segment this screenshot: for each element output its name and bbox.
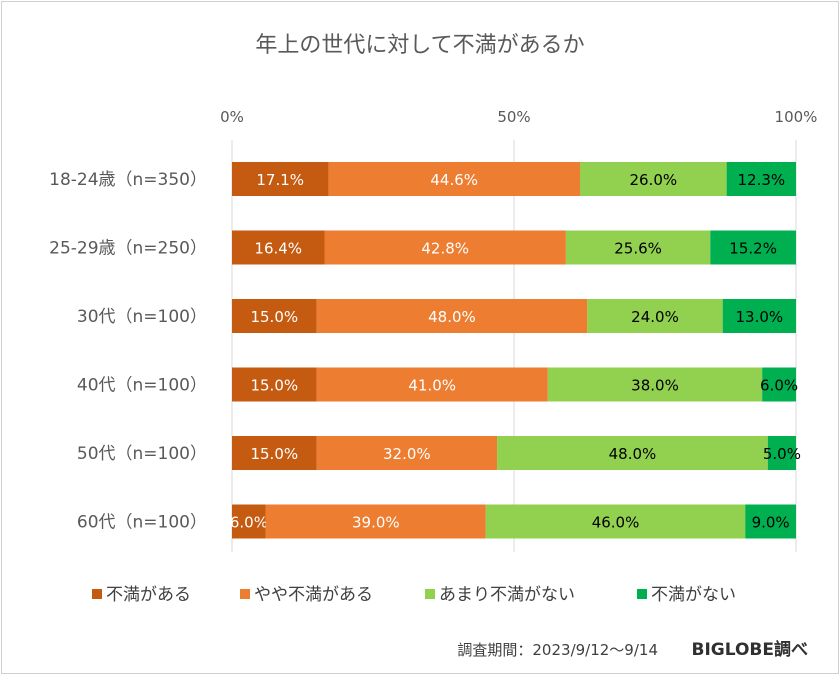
bar-row: 50代（n=100） 15.0% 32.0% 48.0% 5.0%: [77, 436, 801, 470]
bar-row: 18-24歳（n=350） 17.1% 44.6% 26.0% 12.3%: [49, 162, 796, 196]
chart-title: 年上の世代に対して不満があるか: [255, 33, 584, 58]
bar-segment: [726, 162, 796, 196]
data-label: 15.2%: [729, 240, 777, 258]
bar-segment: [767, 436, 796, 470]
data-label: 24.0%: [631, 308, 679, 326]
bar-segment: [232, 504, 266, 539]
bar-segment: [316, 299, 588, 333]
bar-segment: [762, 367, 796, 402]
bar-segment: [232, 299, 317, 333]
bars: 18-24歳（n=350） 17.1% 44.6% 26.0% 12.3% 25-29歳（…: [49, 162, 801, 539]
bar-segment: [316, 436, 498, 470]
data-label: 15.0%: [250, 308, 298, 326]
bar-segment: [328, 162, 580, 196]
category-label: 50代（n=100）: [77, 444, 207, 464]
bar-segment: [265, 504, 486, 539]
bar-segment: [710, 230, 796, 265]
legend-label: あまり不満がない: [439, 585, 575, 605]
data-label: 38.0%: [631, 377, 679, 395]
bar-row: 25-29歳（n=250） 16.4% 42.8% 25.6% 15.2%: [49, 230, 796, 265]
data-label: 41.0%: [408, 377, 456, 395]
legend-swatch: [425, 589, 435, 599]
source-brand: BIGLOBE調べ: [692, 639, 809, 660]
data-label: 44.6%: [430, 171, 478, 189]
legend-swatch: [637, 589, 647, 599]
legend-item: 不満がある: [92, 585, 191, 605]
legend-label: 不満がある: [106, 585, 191, 605]
bar-segment: [722, 299, 796, 333]
bar-segment: [565, 230, 711, 265]
bar-segment: [497, 436, 768, 470]
data-label: 26.0%: [629, 171, 677, 189]
x-axis-ticks: 0% 50% 100%: [220, 108, 817, 126]
legend-swatch: [240, 589, 250, 599]
survey-period-note: 調査期間：2023/9/12～9/14: [457, 641, 658, 659]
legend-label: やや不満がある: [254, 585, 373, 605]
bar-segment: [316, 367, 548, 402]
data-label: 6.0%: [760, 377, 798, 395]
data-label: 16.4%: [254, 240, 302, 258]
data-label: 48.0%: [609, 445, 657, 463]
category-label: 30代（n=100）: [77, 307, 207, 327]
bar-row: 40代（n=100） 15.0% 41.0% 38.0% 6.0%: [77, 367, 798, 402]
data-label: 15.0%: [250, 445, 298, 463]
category-label: 18-24歳（n=350）: [49, 170, 207, 190]
data-label: 42.8%: [421, 240, 469, 258]
x-tick-label: 0%: [220, 108, 244, 126]
legend-item: あまり不満がない: [425, 585, 575, 605]
bar-segment: [232, 436, 317, 470]
bar-segment: [579, 162, 727, 196]
data-label: 15.0%: [250, 377, 298, 395]
bar-segment: [485, 504, 746, 539]
bar-segment: [232, 367, 317, 402]
legend-label: 不満がない: [651, 585, 736, 605]
category-label: 40代（n=100）: [77, 376, 207, 396]
data-label: 5.0%: [763, 445, 801, 463]
bar-segment: [324, 230, 566, 265]
data-label: 6.0%: [230, 514, 268, 532]
bar-row: 60代（n=100） 6.0% 39.0% 46.0% 9.0%: [77, 504, 796, 539]
data-label: 46.0%: [592, 514, 640, 532]
data-label: 9.0%: [752, 514, 790, 532]
x-tick-label: 50%: [497, 108, 530, 126]
bar-segment: [547, 367, 763, 402]
bar-segment: [232, 230, 325, 265]
legend-swatch: [92, 589, 102, 599]
bar-segment: [587, 299, 723, 333]
data-label: 12.3%: [737, 171, 785, 189]
data-label: 32.0%: [383, 445, 431, 463]
data-label: 17.1%: [256, 171, 304, 189]
category-label: 60代（n=100）: [77, 513, 207, 533]
bar-segment: [745, 504, 796, 539]
data-label: 13.0%: [736, 308, 784, 326]
data-label: 39.0%: [352, 514, 400, 532]
data-label: 25.6%: [614, 240, 662, 258]
legend-item: 不満がない: [637, 585, 736, 605]
category-label: 25-29歳（n=250）: [49, 239, 207, 259]
bar-row: 30代（n=100） 15.0% 48.0% 24.0% 13.0%: [77, 299, 796, 333]
gridlines: [231, 140, 797, 552]
data-label: 48.0%: [428, 308, 476, 326]
x-tick-label: 100%: [775, 108, 818, 126]
legend: 不満がある やや不満がある あまり不満がない 不満がない: [92, 585, 736, 605]
legend-item: やや不満がある: [240, 585, 373, 605]
bar-segment: [232, 162, 329, 196]
